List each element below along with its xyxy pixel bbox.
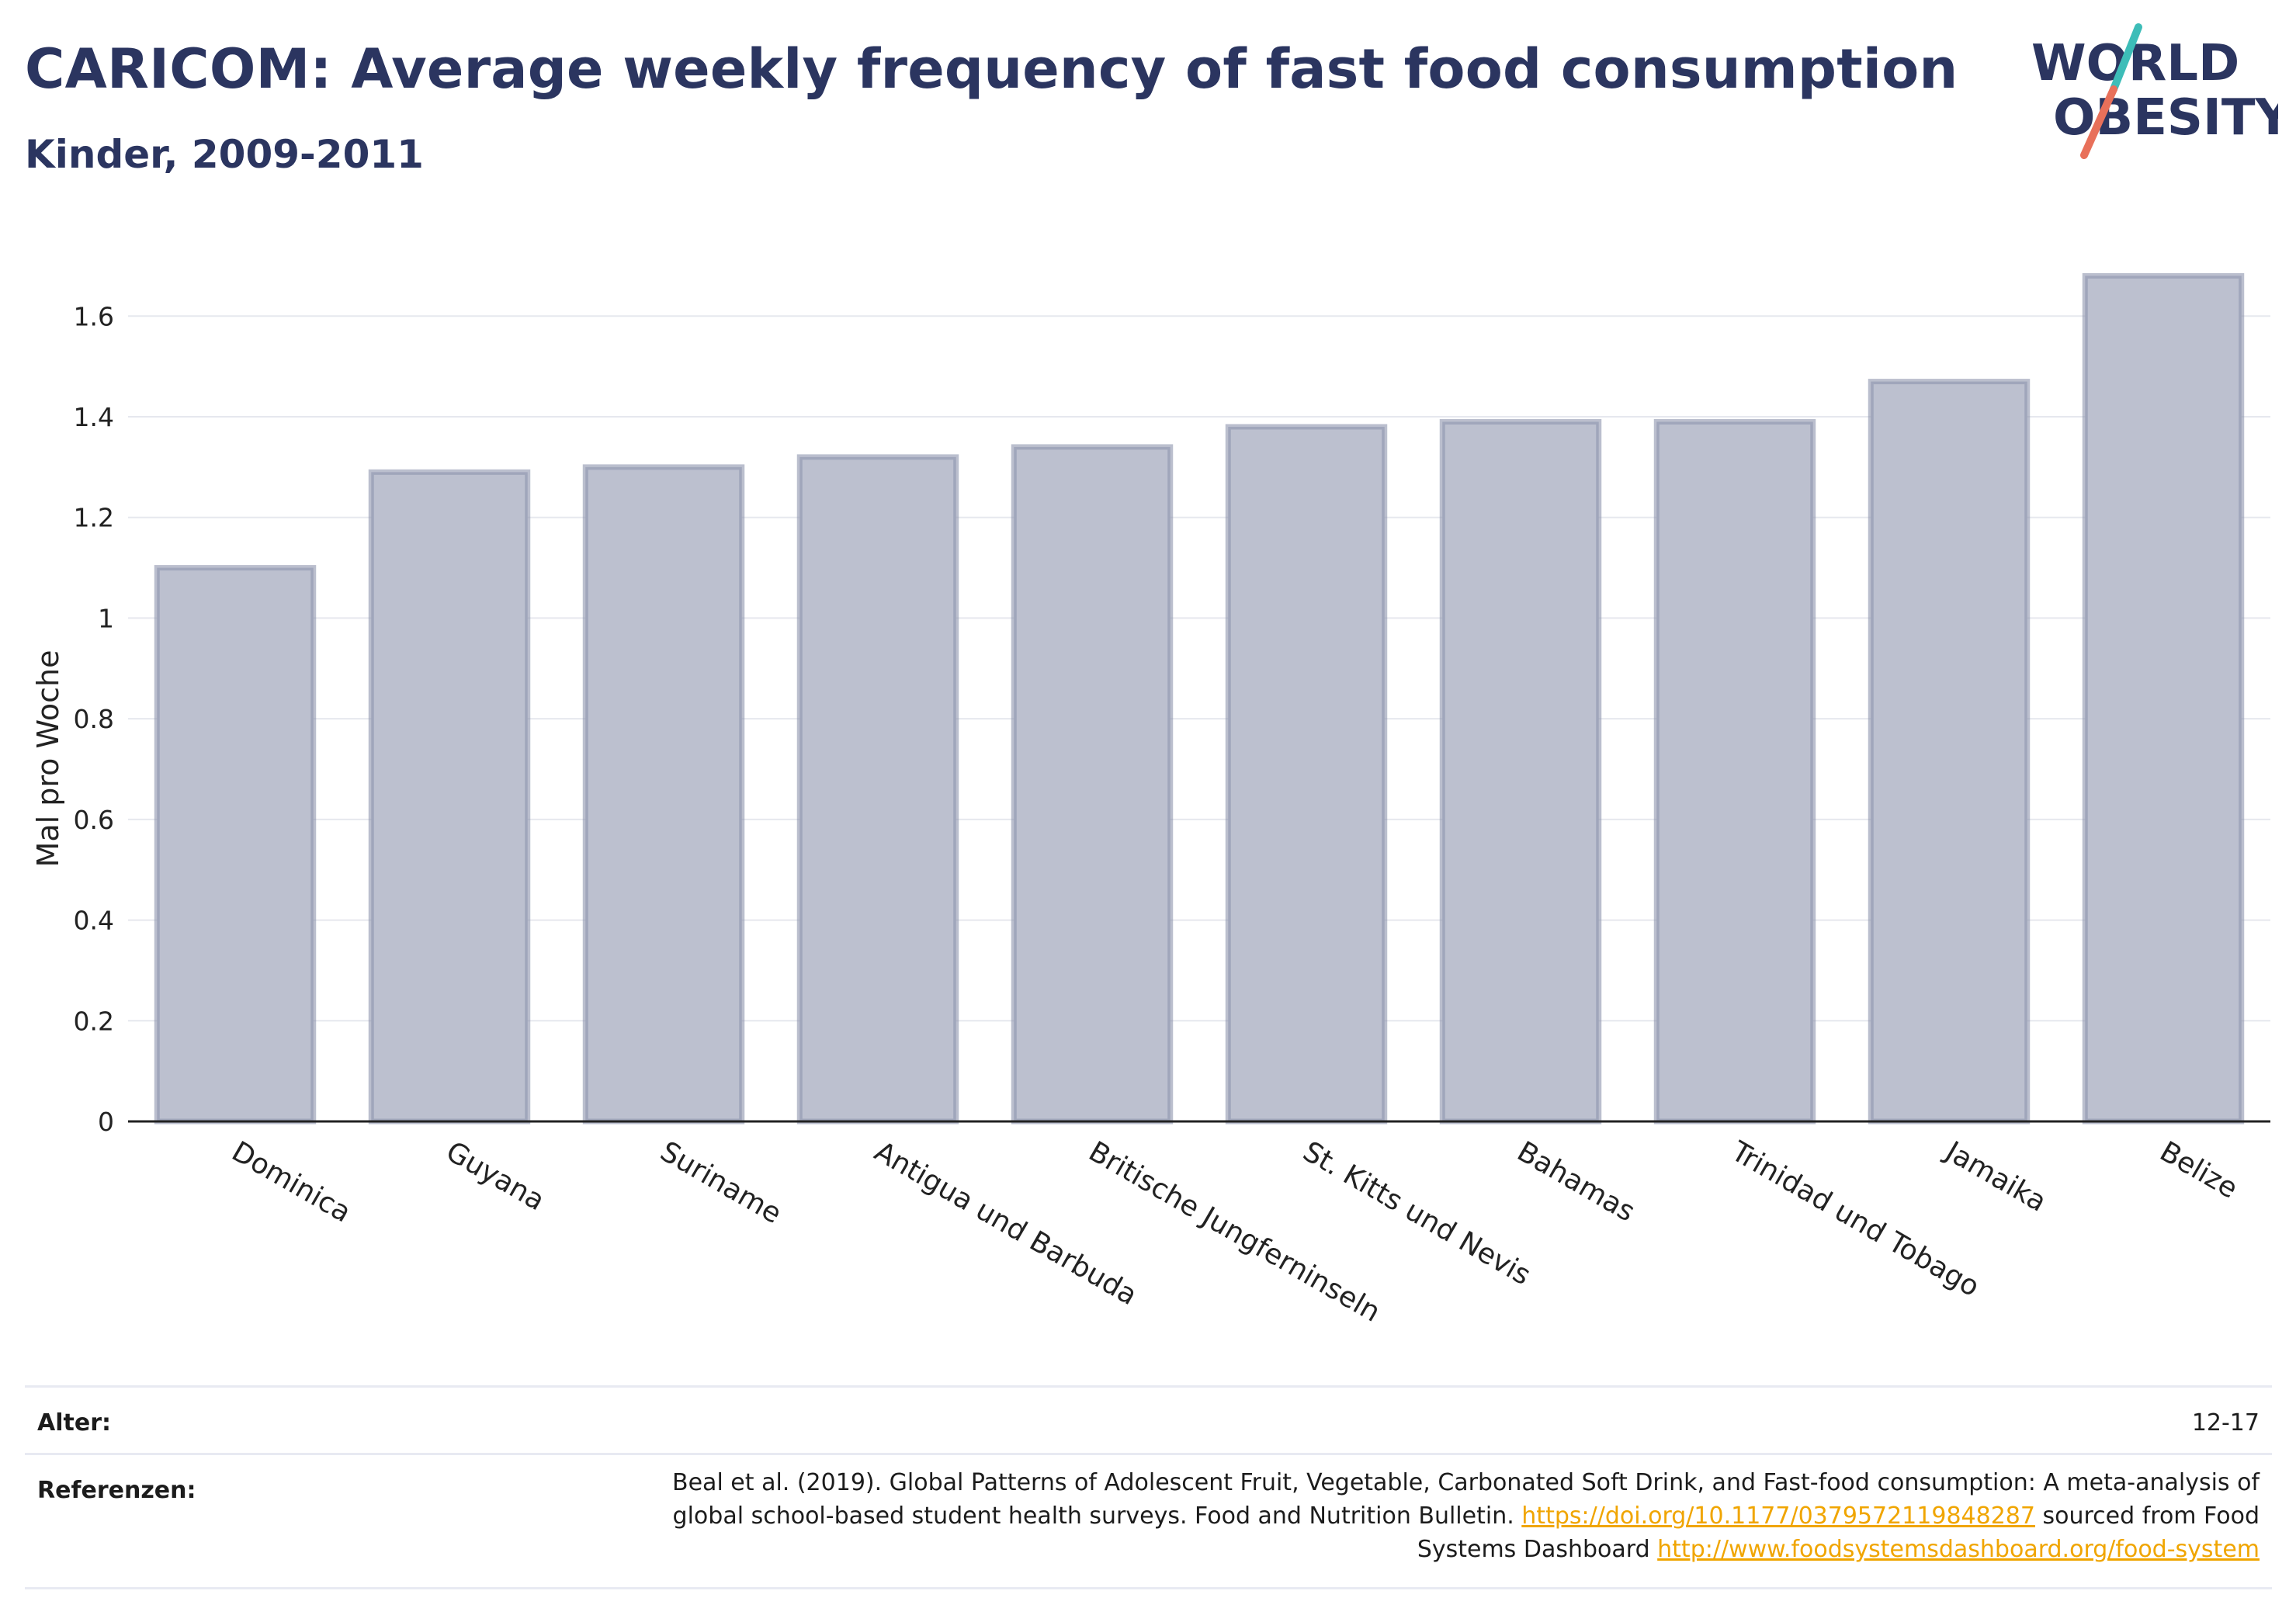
bar bbox=[368, 469, 531, 1125]
footer-age-row: Alter: 12-17 bbox=[25, 1385, 2272, 1453]
y-tick-label: 1.6 bbox=[74, 301, 114, 331]
y-tick-label: 1.4 bbox=[74, 402, 114, 432]
bar bbox=[2082, 272, 2245, 1125]
doi-link[interactable]: https://doi.org/10.1177/0379572119848287 bbox=[1521, 1502, 2035, 1530]
reference-text-1: Beal et al. (2019). Global Patterns of A… bbox=[672, 1469, 2260, 1530]
age-value: 12-17 bbox=[2191, 1409, 2260, 1437]
x-category-label: Suriname bbox=[655, 1135, 787, 1230]
bar-chart: 0 0.2 0.4 0.6 0.8 1 1.2 1.4 1.6 Dominica Guyana Su… bbox=[31, 272, 2270, 1329]
y-tick-label: 0.4 bbox=[74, 906, 114, 936]
bar bbox=[1439, 418, 1602, 1125]
bar bbox=[154, 565, 317, 1125]
logo-slash-teal bbox=[2110, 23, 2142, 93]
chart-footer: Alter: 12-17 Referenzen: Beal et al. (20… bbox=[25, 1385, 2272, 1589]
logo-slash-coral bbox=[2080, 85, 2117, 159]
bar bbox=[1225, 424, 1388, 1125]
chart-title: CARICOM: Average weekly frequency of fas… bbox=[25, 37, 1958, 101]
y-axis-title: Mal pro Woche bbox=[31, 650, 65, 868]
references-text: Beal et al. (2019). Global Patterns of A… bbox=[645, 1455, 2272, 1587]
y-tick-label: 0.2 bbox=[74, 1006, 114, 1036]
y-tick-label: 0 bbox=[98, 1107, 114, 1137]
x-category-label: Jamaika bbox=[1939, 1135, 2051, 1218]
y-tick-label: 1.2 bbox=[74, 503, 114, 533]
footer-references-row: Referenzen: Beal et al. (2019). Global P… bbox=[25, 1453, 2272, 1589]
y-axis-tick-labels: 0 0.2 0.4 0.6 0.8 1 1.2 1.4 1.6 bbox=[74, 301, 114, 1137]
bars bbox=[154, 272, 2245, 1125]
x-axis-category-labels: Dominica Guyana Suriname Antigua und Barbud… bbox=[227, 1135, 2243, 1329]
reference-text-2: sourced from Food Systems Dashboard bbox=[1417, 1502, 2260, 1563]
bar bbox=[1011, 444, 1174, 1125]
x-category-label: St. Kitts und Nevis bbox=[1298, 1135, 1536, 1291]
bar bbox=[582, 464, 745, 1125]
y-tick-label: 0.6 bbox=[74, 805, 114, 835]
bar bbox=[1653, 418, 1816, 1125]
bar bbox=[1868, 379, 2031, 1125]
y-tick-label: 1 bbox=[98, 603, 114, 633]
references-label: Referenzen: bbox=[37, 1477, 196, 1504]
bar bbox=[796, 454, 959, 1125]
x-category-label: Dominica bbox=[227, 1135, 356, 1229]
world-obesity-logo: WORLD OBESITY bbox=[2031, 23, 2278, 159]
x-category-label: Belize bbox=[2155, 1135, 2243, 1204]
x-category-label: Guyana bbox=[441, 1135, 550, 1217]
chart-subtitle: Kinder, 2009-2011 bbox=[25, 132, 424, 177]
food-systems-dashboard-link[interactable]: http://www.foodsystemsdashboard.org/food… bbox=[1657, 1536, 2260, 1563]
y-tick-label: 0.8 bbox=[74, 704, 114, 734]
age-label: Alter: bbox=[37, 1409, 111, 1437]
x-category-label: Bahamas bbox=[1512, 1135, 1641, 1228]
